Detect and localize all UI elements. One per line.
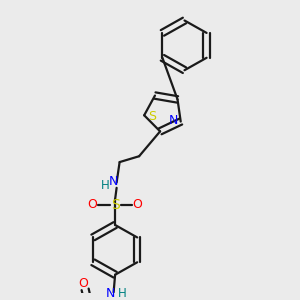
Text: S: S: [111, 197, 119, 212]
Text: O: O: [88, 198, 98, 211]
Text: N: N: [169, 114, 178, 127]
Text: S: S: [148, 110, 156, 123]
Text: O: O: [133, 198, 142, 211]
Text: O: O: [79, 277, 88, 290]
Text: N: N: [108, 175, 118, 188]
Text: N: N: [106, 287, 115, 300]
Text: H: H: [101, 179, 110, 192]
Text: H: H: [118, 287, 126, 300]
